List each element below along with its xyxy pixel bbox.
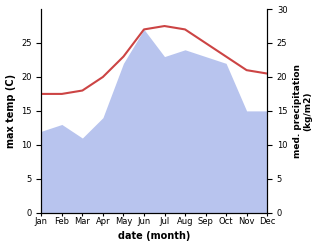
Y-axis label: med. precipitation
(kg/m2): med. precipitation (kg/m2) <box>293 64 313 158</box>
X-axis label: date (month): date (month) <box>118 231 190 242</box>
Y-axis label: max temp (C): max temp (C) <box>5 74 16 148</box>
